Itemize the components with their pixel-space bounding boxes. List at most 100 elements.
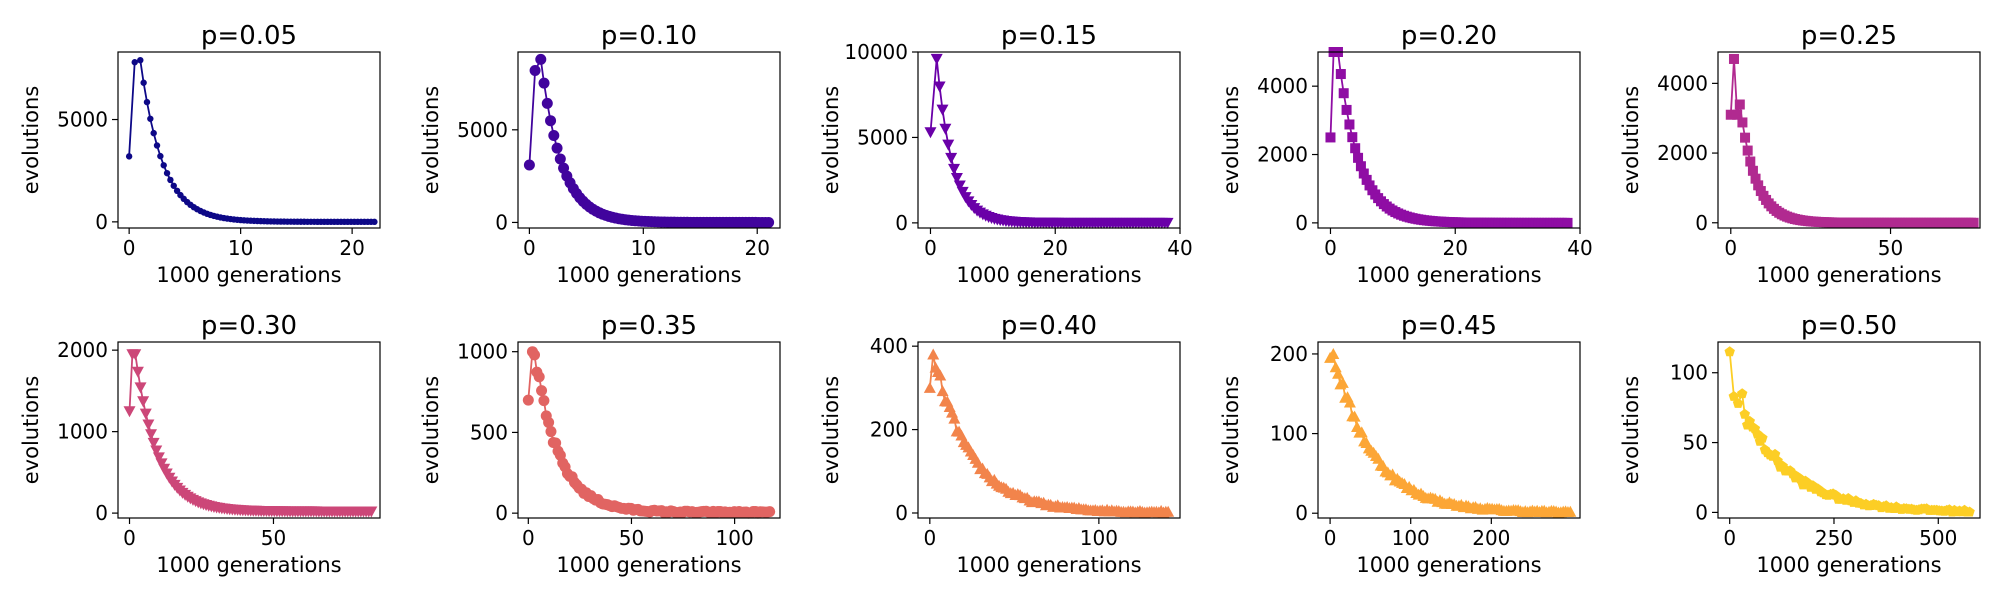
data-point <box>150 445 163 457</box>
data-point <box>1964 506 1975 517</box>
axes-frame <box>917 51 1181 229</box>
y-tick-label: 10000 <box>844 40 908 64</box>
y-axis-label: evolutions <box>1619 86 1643 195</box>
x-axis-label: 1000 generations <box>1356 263 1541 287</box>
data-point <box>125 153 133 160</box>
data-point <box>554 153 566 165</box>
y-tick-label: 0 <box>1695 500 1708 524</box>
data-point <box>939 123 952 135</box>
data-point <box>1162 505 1175 517</box>
data-point <box>923 381 936 393</box>
data-point <box>1728 391 1740 401</box>
data-point <box>535 53 547 65</box>
series <box>1725 53 1979 228</box>
subplot-title: p=0.10 <box>601 21 697 51</box>
data-point <box>1161 217 1174 229</box>
x-tick-label: 50 <box>619 526 644 550</box>
y-tick-label: 2000 <box>1257 143 1308 167</box>
y-tick-label: 0 <box>895 211 908 235</box>
y-tick-label: 0 <box>1295 501 1308 525</box>
data-point <box>1747 165 1758 176</box>
x-tick-label: 40 <box>1567 236 1592 260</box>
data-point <box>538 395 550 407</box>
x-axis-label: 1000 generations <box>1356 553 1541 577</box>
data-point <box>1745 156 1756 167</box>
x-tick-label: 0 <box>123 526 136 550</box>
data-point <box>140 79 147 86</box>
subplot-title: p=0.50 <box>1801 311 1897 341</box>
y-tick-label: 500 <box>470 420 508 444</box>
y-tick-label: 200 <box>1270 342 1308 366</box>
axes-frame <box>1717 341 1981 519</box>
data-point <box>1343 396 1356 408</box>
data-point <box>1338 88 1349 99</box>
data-point <box>137 396 150 408</box>
data-point <box>545 115 557 127</box>
y-tick-label: 5000 <box>857 125 908 149</box>
data-point <box>945 152 958 164</box>
x-axis-label: 1000 generations <box>156 263 341 287</box>
data-point <box>933 81 946 93</box>
data-point <box>1750 173 1761 184</box>
y-tick-label: 1000 <box>457 340 508 364</box>
x-tick-label: 100 <box>716 526 754 550</box>
subplot-9: p=0.45 0 100 200 0 100 200 1000 generations evol… <box>1219 311 1581 577</box>
subplot-5: p=0.25 0 50 0 2000 4000 1000 generations evolut… <box>1619 21 1981 287</box>
data-point <box>764 506 776 518</box>
subplot-2: p=0.10 0 10 20 0 5000 1000 generations evolutio… <box>419 21 781 287</box>
data-point <box>1968 217 1979 228</box>
series-line <box>528 56 769 224</box>
data-point <box>131 366 144 378</box>
subplot-4: p=0.20 0 20 40 0 2000 4000 1000 generations evol… <box>1219 21 1593 287</box>
subplot-title: p=0.45 <box>1401 311 1497 341</box>
subplot-title: p=0.35 <box>601 311 697 341</box>
y-tick-label: 2000 <box>57 338 108 362</box>
y-axis-label: evolutions <box>419 86 443 195</box>
x-tick-label: 0 <box>1324 236 1337 260</box>
data-point <box>1361 174 1372 185</box>
data-point <box>924 127 937 139</box>
axes-frame <box>517 341 781 519</box>
data-point <box>1562 217 1573 228</box>
series-line <box>1329 351 1571 514</box>
data-point <box>1757 432 1768 443</box>
data-point <box>1742 145 1753 156</box>
series <box>123 349 378 518</box>
data-point <box>147 115 154 122</box>
data-point <box>1341 104 1352 115</box>
y-axis-label: evolutions <box>1219 376 1243 485</box>
data-point <box>950 172 963 184</box>
data-point <box>1350 143 1361 154</box>
y-tick-label: 400 <box>870 334 908 358</box>
y-tick-label: 200 <box>870 418 908 442</box>
y-tick-label: 4000 <box>1257 74 1308 98</box>
x-tick-label: 20 <box>744 236 769 260</box>
y-tick-label: 0 <box>95 210 108 234</box>
series <box>125 56 378 226</box>
y-tick-label: 100 <box>1670 361 1708 385</box>
data-point <box>927 348 940 360</box>
x-tick-label: 0 <box>1724 236 1737 260</box>
data-point <box>541 97 553 109</box>
x-tick-label: 10 <box>228 236 253 260</box>
data-point <box>173 187 181 195</box>
x-tick-label: 0 <box>123 236 136 260</box>
data-point <box>1355 426 1368 438</box>
series <box>1325 47 1573 228</box>
x-tick-label: 50 <box>261 526 286 550</box>
data-point <box>543 416 555 428</box>
x-tick-label: 10 <box>631 236 656 260</box>
series <box>523 53 775 228</box>
data-point <box>1335 69 1346 80</box>
data-point <box>167 176 174 184</box>
data-point <box>150 129 157 137</box>
y-tick-label: 0 <box>495 210 508 234</box>
series <box>923 348 1175 518</box>
x-tick-label: 0 <box>522 526 535 550</box>
x-axis-label: 1000 generations <box>1756 263 1941 287</box>
data-point <box>1353 152 1364 163</box>
data-point <box>545 426 557 438</box>
series-line <box>1728 351 1970 514</box>
x-axis-label: 1000 generations <box>556 263 741 287</box>
data-point <box>536 385 548 397</box>
